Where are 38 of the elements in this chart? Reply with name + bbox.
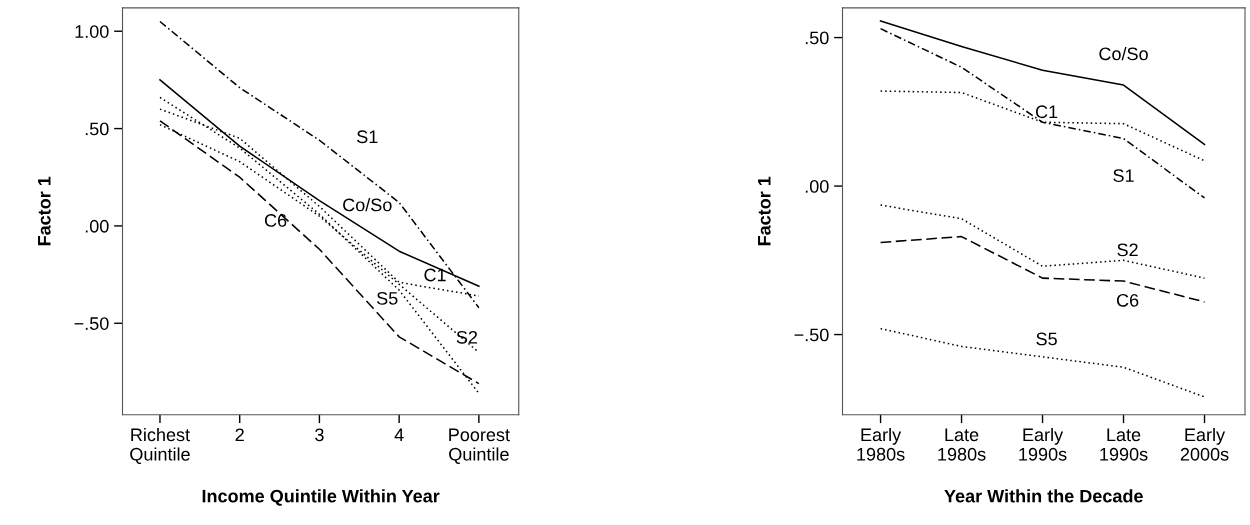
y-tick-label: 1.00 <box>75 25 109 38</box>
x-tick-label: Early 1980s <box>857 427 905 461</box>
x-tick-label: Late 1980s <box>938 428 986 461</box>
series-label: C1 <box>1035 105 1058 119</box>
series-label: Co/So <box>1099 46 1148 61</box>
y-axis-title: Factor 1 <box>38 176 51 246</box>
x-axis-title: Income Quintile Within Year <box>202 489 440 506</box>
series-label: C6 <box>1116 293 1139 307</box>
series-label: C6 <box>264 214 287 227</box>
x-axis-title: Year Within the Decade <box>944 489 1143 503</box>
x-tick-label: Late 1990s <box>1100 428 1148 461</box>
series-label: S5 <box>1036 332 1057 346</box>
x-tick-label: 2 <box>235 428 244 442</box>
series-label: Co/So <box>343 198 392 212</box>
x-tick-label: Poorest Quintile <box>449 428 510 464</box>
series-label: S2 <box>456 330 478 344</box>
series-label: S1 <box>357 130 378 144</box>
series-label: S1 <box>1113 169 1134 183</box>
line-series <box>159 20 480 309</box>
line-series <box>879 204 1206 279</box>
x-tick-label: Richest Quintile <box>130 427 190 464</box>
y-tick-label: −.50 <box>794 328 829 342</box>
series-label: S2 <box>1117 243 1138 257</box>
x-tick-label: Early 2000s <box>1180 427 1229 461</box>
x-tick-label: 3 <box>315 428 324 442</box>
y-axis-title: Factor 1 <box>758 176 771 246</box>
y-tick-label: .50 <box>805 31 829 45</box>
line-series <box>879 27 1206 199</box>
line-series <box>879 20 1206 146</box>
y-tick-label: −.50 <box>74 317 109 330</box>
series-label: C1 <box>424 268 446 282</box>
line-series <box>879 327 1206 398</box>
y-tick-label: .00 <box>85 219 109 233</box>
x-tick-label: 4 <box>394 428 404 442</box>
y-tick-label: .50 <box>85 122 109 136</box>
x-tick-label: Early 1990s <box>1019 427 1067 461</box>
y-tick-label: .00 <box>805 180 829 193</box>
series-label: S5 <box>376 291 398 305</box>
